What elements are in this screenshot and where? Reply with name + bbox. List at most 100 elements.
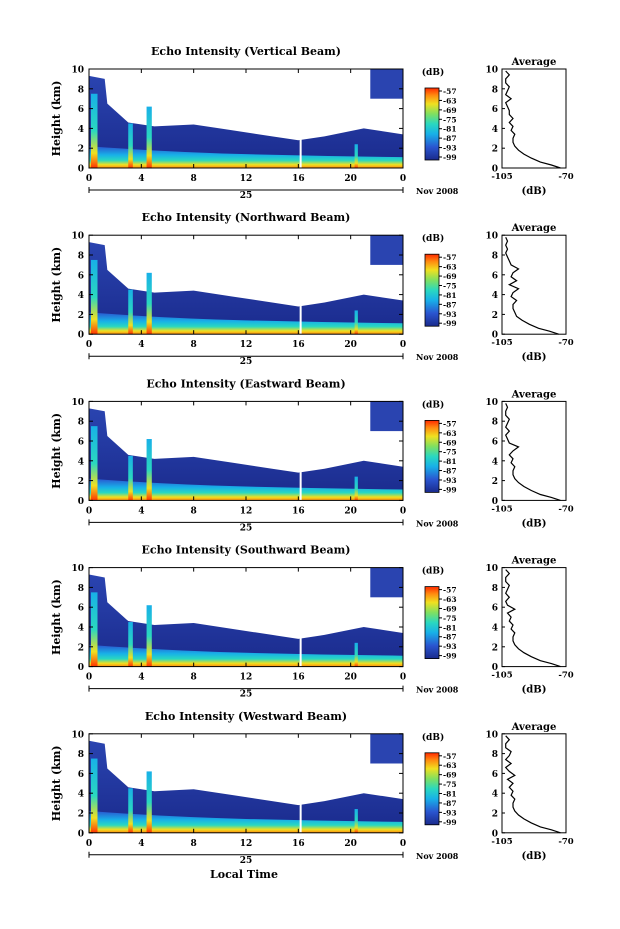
y-tick-label: 8 bbox=[78, 584, 84, 594]
colorbar-tick-label: -69 bbox=[443, 272, 457, 281]
echo-plume bbox=[146, 771, 152, 833]
profile-line bbox=[504, 569, 561, 668]
y-tick-label: 4 bbox=[78, 125, 84, 135]
profile-y-tick-label: 0 bbox=[492, 663, 498, 673]
colorbar-tick-label: -93 bbox=[443, 310, 457, 319]
profile-x-tick-label: -70 bbox=[558, 837, 573, 847]
profile-line bbox=[504, 735, 561, 834]
echo-region bbox=[89, 242, 403, 335]
profile-y-tick-label: 8 bbox=[492, 85, 498, 95]
y-tick-label: 10 bbox=[71, 66, 84, 76]
colorbar-tick-label: -93 bbox=[443, 476, 457, 485]
upper-echo-patch bbox=[370, 235, 403, 265]
y-tick-label: 0 bbox=[78, 497, 84, 507]
profile-y-tick-label: 0 bbox=[492, 497, 498, 507]
x-axis-label: Local Time bbox=[210, 868, 278, 881]
y-axis-label: Height (km) bbox=[50, 745, 63, 821]
profile-line bbox=[504, 403, 561, 501]
profile-y-tick-label: 4 bbox=[492, 790, 498, 800]
x-tick-label: 4 bbox=[138, 174, 144, 184]
colorbar-tick-label: -75 bbox=[443, 448, 457, 457]
data-gap bbox=[299, 69, 302, 168]
x-tick-label: 16 bbox=[292, 839, 305, 849]
y-tick-label: 10 bbox=[71, 564, 84, 574]
profile-title: Average bbox=[511, 389, 557, 400]
panel-5: Echo Intensity (Westward Beam) 0 2 4 6 8 10 Hei… bbox=[50, 710, 574, 866]
echo-field bbox=[89, 733, 403, 833]
x-tick-label: 20 bbox=[344, 174, 357, 184]
colorbar-tick-label: -99 bbox=[443, 818, 457, 827]
colorbar-unit: (dB) bbox=[422, 566, 444, 577]
x-tick-label: 4 bbox=[138, 340, 144, 350]
profile-x-tick-label: -105 bbox=[491, 504, 512, 514]
echo-plume bbox=[90, 426, 98, 501]
y-tick-label: 8 bbox=[78, 85, 84, 95]
boundary-layer bbox=[89, 811, 403, 833]
profile-x-tick-label: -70 bbox=[558, 172, 573, 182]
y-tick-label: 10 bbox=[71, 730, 84, 740]
colorbar-tick-label: -63 bbox=[443, 96, 457, 105]
y-tick-label: 2 bbox=[78, 643, 84, 653]
colorbar-tick-label: -69 bbox=[443, 106, 457, 115]
profile-y-tick-label: 2 bbox=[492, 311, 498, 321]
profile-x-label: (dB) bbox=[522, 518, 547, 529]
profile-y-tick-label: 8 bbox=[492, 584, 498, 594]
profile-frame bbox=[501, 68, 567, 169]
x-tick-label: 12 bbox=[240, 174, 253, 184]
y-tick-label: 0 bbox=[78, 663, 84, 673]
colorbar-tick-label: -57 bbox=[443, 752, 457, 761]
y-axis-label: Height (km) bbox=[50, 579, 63, 655]
day-label: 25 bbox=[240, 523, 253, 533]
x-tick-label: 0 bbox=[400, 839, 406, 849]
profile-y-tick-label: 10 bbox=[485, 730, 498, 740]
colorbar bbox=[424, 419, 440, 493]
profile-y-tick-label: 4 bbox=[492, 624, 498, 634]
x-tick-label: 0 bbox=[400, 673, 406, 683]
y-tick-label: 6 bbox=[78, 105, 84, 115]
colorbar-tick-label: -87 bbox=[443, 467, 457, 476]
x-tick-label: 0 bbox=[400, 174, 406, 184]
boundary-layer bbox=[89, 478, 403, 501]
colorbar-tick-label: -87 bbox=[443, 799, 457, 808]
panel-title: Echo Intensity (Vertical Beam) bbox=[151, 45, 341, 58]
x-tick-label: 0 bbox=[400, 340, 406, 350]
y-tick-label: 8 bbox=[78, 418, 84, 428]
y-tick-label: 6 bbox=[78, 604, 84, 614]
echo-plume bbox=[90, 758, 98, 833]
x-tick-label: 0 bbox=[86, 673, 92, 683]
day-label: 25 bbox=[240, 856, 253, 866]
profile-y-tick-label: 4 bbox=[492, 457, 498, 467]
y-tick-label: 8 bbox=[78, 750, 84, 760]
colorbar-tick-label: -57 bbox=[443, 253, 457, 262]
profile-y-tick-label: 0 bbox=[492, 331, 498, 341]
y-tick-label: 4 bbox=[78, 291, 84, 301]
y-axis-label: Height (km) bbox=[50, 247, 63, 323]
profile-title: Average bbox=[511, 57, 557, 68]
echo-plume bbox=[128, 788, 133, 833]
day-label: 25 bbox=[240, 191, 253, 201]
x-tick-label: 0 bbox=[400, 506, 406, 516]
profile-frame bbox=[501, 400, 567, 501]
data-gap bbox=[299, 733, 302, 833]
echo-plume bbox=[90, 93, 98, 168]
day-label: 25 bbox=[240, 357, 253, 367]
profile-x-tick-label: -105 bbox=[491, 671, 512, 681]
y-axis-label: Height (km) bbox=[50, 413, 63, 489]
profile-x-label: (dB) bbox=[522, 186, 547, 197]
data-gap bbox=[299, 567, 302, 667]
profile-y-tick-label: 6 bbox=[492, 438, 498, 448]
x-tick-label: 0 bbox=[86, 174, 92, 184]
panel-2: Echo Intensity (Northward Beam) 0 2 4 6 8 10 He… bbox=[50, 211, 574, 367]
profile-x-tick-label: -105 bbox=[491, 837, 512, 847]
profile-y-tick-label: 2 bbox=[492, 643, 498, 653]
colorbar-tick-label: -75 bbox=[443, 115, 457, 124]
colorbar-unit: (dB) bbox=[422, 399, 444, 410]
x-tick-label: 20 bbox=[344, 673, 357, 683]
upper-echo-patch bbox=[370, 733, 403, 764]
colorbar-tick-label: -63 bbox=[443, 263, 457, 272]
profile-title: Average bbox=[511, 223, 557, 234]
colorbar-unit: (dB) bbox=[422, 732, 444, 743]
echo-field bbox=[89, 69, 403, 168]
echo-plume bbox=[354, 642, 358, 667]
y-tick-label: 10 bbox=[71, 232, 84, 242]
